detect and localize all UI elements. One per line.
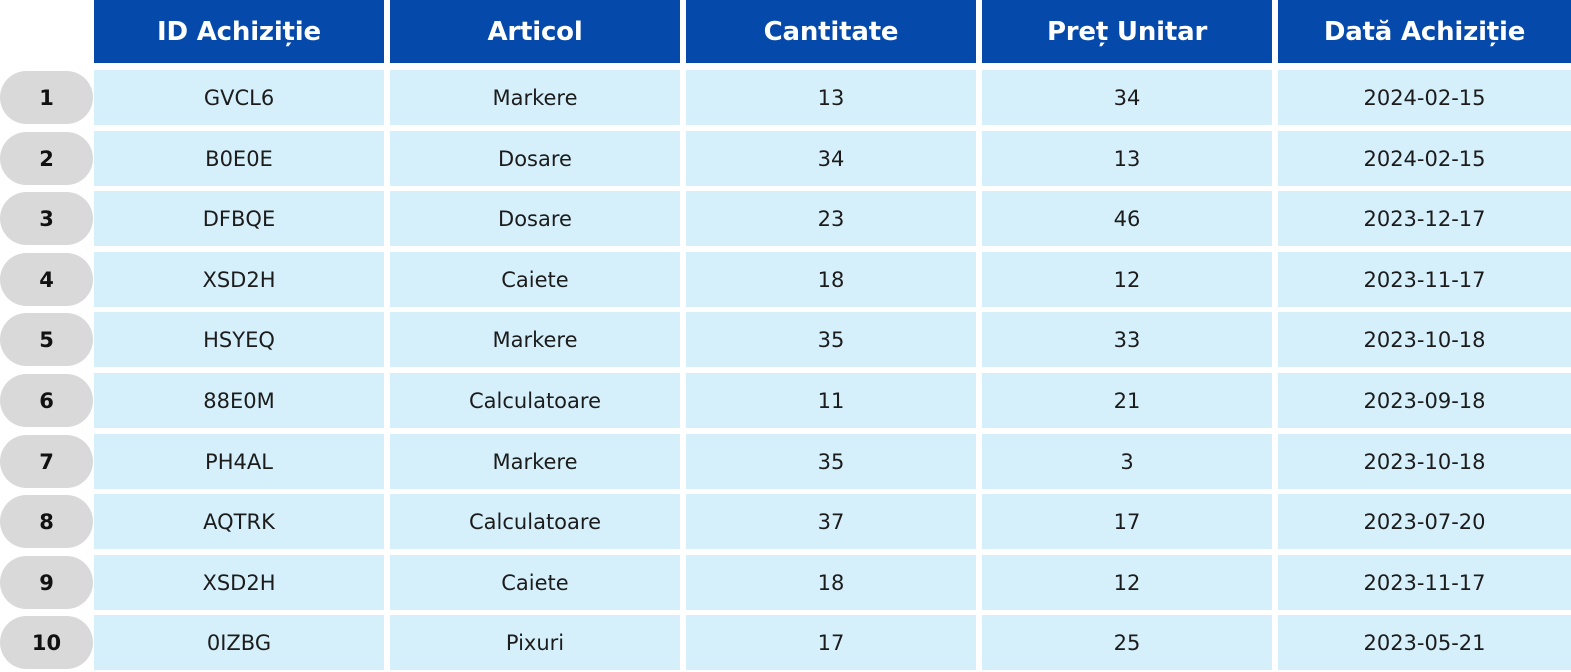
cell-unit-price[interactable]: 12: [982, 252, 1272, 307]
cell-unit-price[interactable]: 34: [982, 70, 1272, 125]
table-row[interactable]: 8 AQTRK Calculatoare 37 17 2023-07-20: [0, 494, 1571, 549]
cell-item[interactable]: Pixuri: [390, 615, 680, 670]
row-index-badge: 2: [0, 132, 93, 185]
row-index-badge: 7: [0, 435, 93, 488]
cell-unit-price[interactable]: 33: [982, 312, 1272, 367]
cell-purchase-date[interactable]: 2023-10-18: [1278, 312, 1571, 367]
column-header-purchase-id[interactable]: ID Achiziție: [94, 0, 384, 63]
table-row[interactable]: 6 88E0M Calculatoare 11 21 2023-09-18: [0, 373, 1571, 428]
cell-unit-price[interactable]: 13: [982, 131, 1272, 186]
cell-item[interactable]: Caiete: [390, 555, 680, 610]
cell-unit-price[interactable]: 17: [982, 494, 1272, 549]
row-index-badge: 1: [0, 71, 93, 124]
cell-item[interactable]: Dosare: [390, 191, 680, 246]
cell-purchase-date[interactable]: 2024-02-15: [1278, 131, 1571, 186]
row-index-badge: 5: [0, 313, 93, 366]
cell-purchase-date[interactable]: 2023-07-20: [1278, 494, 1571, 549]
cell-purchase-id[interactable]: DFBQE: [94, 191, 384, 246]
cell-unit-price[interactable]: 12: [982, 555, 1272, 610]
cell-purchase-id[interactable]: PH4AL: [94, 434, 384, 489]
table-row[interactable]: 10 0IZBG Pixuri 17 25 2023-05-21: [0, 615, 1571, 670]
cell-quantity[interactable]: 37: [686, 494, 976, 549]
cell-quantity[interactable]: 13: [686, 70, 976, 125]
cell-purchase-id[interactable]: XSD2H: [94, 555, 384, 610]
cell-purchase-id[interactable]: GVCL6: [94, 70, 384, 125]
cell-purchase-date[interactable]: 2023-12-17: [1278, 191, 1571, 246]
table-row[interactable]: 3 DFBQE Dosare 23 46 2023-12-17: [0, 191, 1571, 246]
cell-unit-price[interactable]: 21: [982, 373, 1272, 428]
cell-item[interactable]: Markere: [390, 312, 680, 367]
cell-unit-price[interactable]: 3: [982, 434, 1272, 489]
cell-quantity[interactable]: 35: [686, 312, 976, 367]
cell-purchase-date[interactable]: 2024-02-15: [1278, 70, 1571, 125]
cell-purchase-date[interactable]: 2023-11-17: [1278, 555, 1571, 610]
cell-item[interactable]: Caiete: [390, 252, 680, 307]
cell-quantity[interactable]: 18: [686, 555, 976, 610]
cell-purchase-date[interactable]: 2023-10-18: [1278, 434, 1571, 489]
cell-purchase-date[interactable]: 2023-05-21: [1278, 615, 1571, 670]
cell-purchase-id[interactable]: 88E0M: [94, 373, 384, 428]
cell-item[interactable]: Markere: [390, 434, 680, 489]
row-index-badge: 9: [0, 556, 93, 609]
row-index-badge: 10: [0, 616, 93, 669]
cell-item[interactable]: Dosare: [390, 131, 680, 186]
cell-purchase-id[interactable]: HSYEQ: [94, 312, 384, 367]
cell-quantity[interactable]: 17: [686, 615, 976, 670]
column-header-quantity[interactable]: Cantitate: [686, 0, 976, 63]
column-header-item[interactable]: Articol: [390, 0, 680, 63]
column-header-unit-price[interactable]: Preț Unitar: [982, 0, 1272, 63]
cell-purchase-id[interactable]: B0E0E: [94, 131, 384, 186]
row-index-badge: 4: [0, 253, 93, 306]
table-header: ID Achiziție Articol Cantitate Preț Unit…: [0, 0, 1571, 63]
cell-purchase-id[interactable]: XSD2H: [94, 252, 384, 307]
row-index-badge: 8: [0, 495, 93, 548]
table-row[interactable]: 1 GVCL6 Markere 13 34 2024-02-15: [0, 70, 1571, 125]
table-row[interactable]: 4 XSD2H Caiete 18 12 2023-11-17: [0, 252, 1571, 307]
cell-item[interactable]: Calculatoare: [390, 373, 680, 428]
cell-quantity[interactable]: 11: [686, 373, 976, 428]
cell-quantity[interactable]: 23: [686, 191, 976, 246]
cell-item[interactable]: Markere: [390, 70, 680, 125]
cell-purchase-id[interactable]: 0IZBG: [94, 615, 384, 670]
table-row[interactable]: 7 PH4AL Markere 35 3 2023-10-18: [0, 434, 1571, 489]
table-row[interactable]: 9 XSD2H Caiete 18 12 2023-11-17: [0, 555, 1571, 610]
column-header-purchase-date[interactable]: Dată Achiziție: [1278, 0, 1571, 63]
cell-quantity[interactable]: 18: [686, 252, 976, 307]
table-row[interactable]: 5 HSYEQ Markere 35 33 2023-10-18: [0, 312, 1571, 367]
cell-item[interactable]: Calculatoare: [390, 494, 680, 549]
cell-purchase-id[interactable]: AQTRK: [94, 494, 384, 549]
cell-unit-price[interactable]: 25: [982, 615, 1272, 670]
cell-purchase-date[interactable]: 2023-09-18: [1278, 373, 1571, 428]
row-index-badge: 6: [0, 374, 93, 427]
row-index-badge: 3: [0, 192, 93, 245]
cell-purchase-date[interactable]: 2023-11-17: [1278, 252, 1571, 307]
cell-quantity[interactable]: 34: [686, 131, 976, 186]
cell-quantity[interactable]: 35: [686, 434, 976, 489]
cell-unit-price[interactable]: 46: [982, 191, 1272, 246]
table-row[interactable]: 2 B0E0E Dosare 34 13 2024-02-15: [0, 131, 1571, 186]
